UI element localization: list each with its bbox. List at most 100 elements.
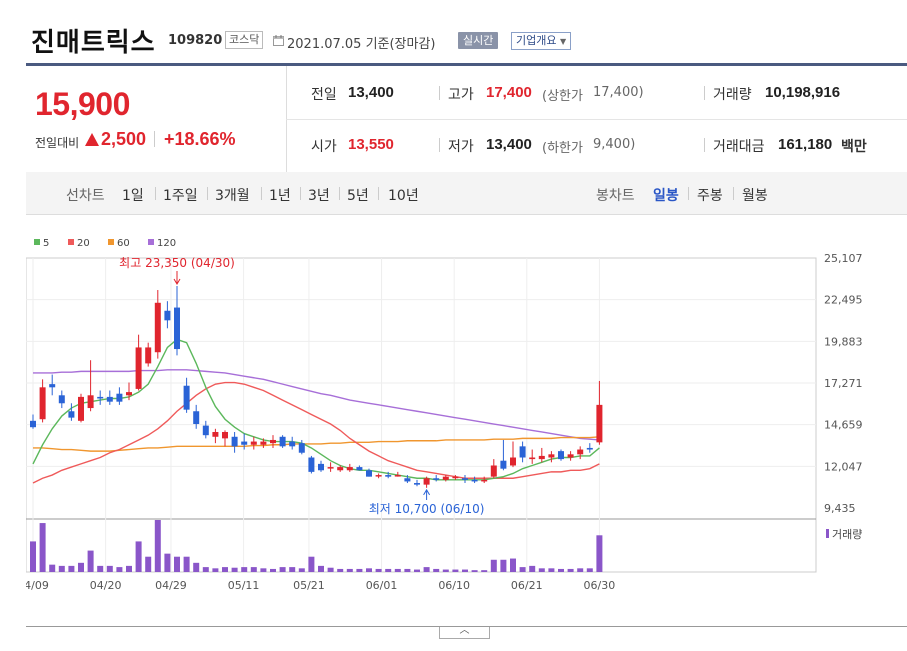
volume-bar [231,567,238,572]
volume-bar [135,541,142,572]
candle-body [346,467,353,471]
candle-body [529,457,536,460]
tab-1w[interactable]: 1주일 [163,188,198,204]
volume-bar [183,556,190,572]
volume-bar [97,565,104,572]
up-arrow-icon [85,133,99,146]
volume-bar [116,567,123,572]
volume-value: 10,198,916 [765,84,841,101]
candle-body [567,454,574,458]
candle-body [231,436,238,447]
high-annotation: 최고 23,350 (04/30) [119,256,235,270]
volume-bar [471,570,478,572]
volume-bar [414,569,420,572]
prev-close-label: 전일 [311,87,337,103]
x-tick-label: 05/21 [293,579,325,592]
candle-body [58,395,65,404]
volume-bar [126,565,132,572]
y-tick-label: 9,435 [824,502,856,515]
change-divider [154,131,155,147]
legend-label: 5 [43,238,49,249]
company-info-label: 기업개요 [516,34,557,47]
legend-swatch [34,239,40,245]
volume-bar [586,568,593,572]
volume-bar [49,564,56,572]
volume-bar [106,565,113,572]
candle-body [423,478,430,485]
volume-bar [289,567,296,572]
realtime-button[interactable]: 실시간 [458,32,499,49]
tab-3m[interactable]: 3개월 [215,188,250,204]
volume-bar [529,565,536,572]
candle-body [241,441,248,445]
legend-swatch [148,239,154,245]
candle-body [337,467,344,471]
y-tick-label: 25,107 [824,252,863,265]
price-chart[interactable]: 25,107 22,495 19,883 17,271 14,659 12,047 9,43… [26,230,907,620]
volume-bar [346,568,353,572]
tab-daily[interactable]: 일봉 [653,188,679,204]
volume-bar [174,556,180,572]
legend-swatch [68,239,74,245]
volume-bar [366,568,372,572]
tab-1d[interactable]: 1일 [122,188,144,204]
low-annotation: 최저 10,700 (06/10) [369,502,485,516]
collapse-button[interactable]: ︿ [439,626,490,639]
candle-body [596,404,603,443]
volume-label: 거래량 [832,528,862,541]
x-tick-label: 06/10 [438,579,470,592]
volume-bar [298,568,305,572]
candle-body [375,475,382,477]
market-badge: 코스닥 [225,31,264,49]
candle-body [68,411,75,418]
volume-bar [222,567,228,572]
tab-10y[interactable]: 10년 [388,188,419,204]
volume-bar [423,567,430,572]
candle-body [510,457,516,466]
x-tick-label: 06/30 [584,579,616,592]
tab-divider [688,187,689,200]
candle-body [471,479,478,482]
chart-bottom-rule [26,626,907,627]
x-tick-label: 04/20 [90,579,122,592]
candle-body [404,478,411,482]
col-divider [439,86,440,100]
upper-limit-value: 17,400) [593,85,644,100]
candle-body [97,396,104,399]
legend-swatch [108,239,114,245]
volume-bar [490,559,497,572]
candle-body [308,457,315,472]
volume-bar [308,556,315,572]
volume-bar [548,568,555,572]
volume-bar [250,567,257,572]
company-info-dropdown[interactable]: 기업개요 ▼ [511,32,572,50]
volume-bar [78,562,84,572]
volume-bar [68,565,75,572]
candle-body [106,396,113,402]
y-tick-label: 19,883 [824,335,863,348]
tab-divider [733,187,734,200]
candle-body [577,449,584,455]
tab-divider [378,187,379,200]
volume-bar [500,559,507,572]
tab-monthly[interactable]: 월봉 [742,188,768,204]
tab-5y[interactable]: 5년 [347,188,369,204]
tab-1y[interactable]: 1년 [269,188,291,204]
candle-body [135,347,142,389]
volume-bar [385,568,392,572]
current-price: 15,900 [35,86,130,122]
candle-body [212,431,219,437]
candle-body [78,396,84,421]
col-divider [704,138,705,152]
tab-3y[interactable]: 3년 [308,188,330,204]
trade-value-unit: 백만 [841,139,867,155]
candle-body [558,451,564,460]
change-value: 2,500 [101,129,147,149]
ma120-line [33,369,600,441]
volume-bar [193,562,200,572]
y-tick-label: 22,495 [824,294,863,307]
volume-bar [510,558,516,572]
volume-legend-swatch [826,529,829,538]
candle-body [490,465,497,477]
tab-weekly[interactable]: 주봉 [697,188,723,204]
